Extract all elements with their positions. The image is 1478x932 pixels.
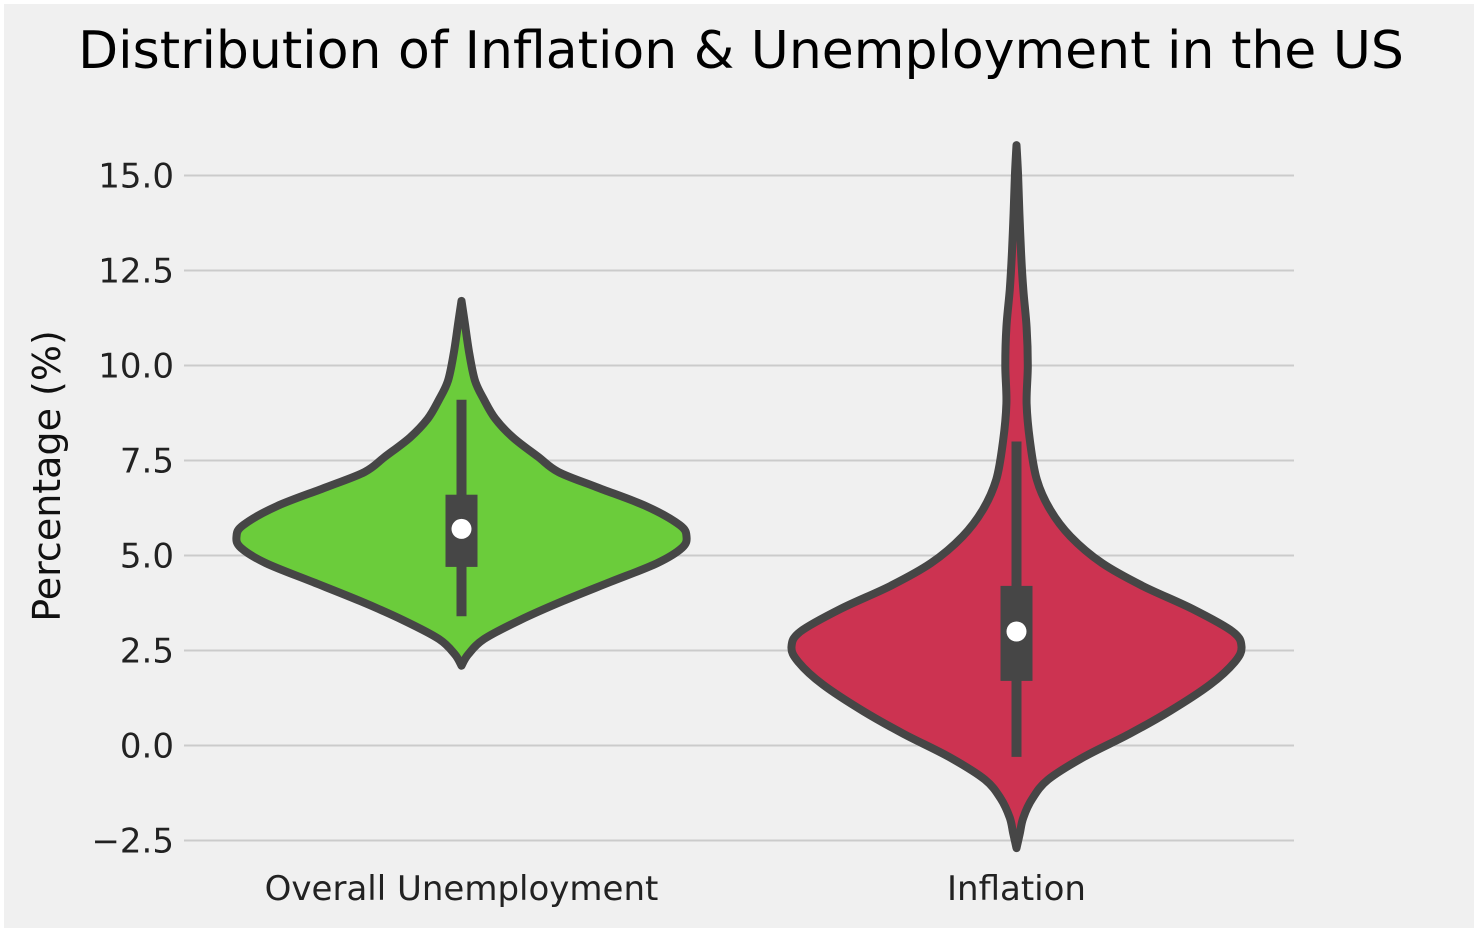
y-tick-label: 7.5 xyxy=(120,442,174,482)
violin-median-dot xyxy=(451,518,472,539)
x-tick-label: Inflation xyxy=(947,869,1086,909)
x-tick-label: Overall Unemployment xyxy=(265,869,659,909)
y-axis-label: Percentage (%) xyxy=(25,330,69,622)
y-tick-label: 10.0 xyxy=(98,347,174,387)
y-tick-label: 2.5 xyxy=(120,632,174,672)
y-tick-label: 0.0 xyxy=(120,727,174,767)
x-tick-labels: Overall Unemployment Inflation xyxy=(265,869,1086,909)
y-tick-label: 15.0 xyxy=(98,157,174,197)
violin-chart: Distribution of Inflation & Unemployment… xyxy=(25,21,1404,909)
y-tick-labels: −2.5 0.0 2.5 5.0 7.5 10.0 12.5 15.0 xyxy=(91,157,174,862)
violins xyxy=(232,141,1246,853)
violin-median-dot xyxy=(1006,621,1027,642)
chart-title: Distribution of Inflation & Unemployment… xyxy=(78,21,1404,81)
y-tick-label: −2.5 xyxy=(91,822,174,862)
y-tick-label: 5.0 xyxy=(120,537,174,577)
y-tick-label: 12.5 xyxy=(98,252,174,292)
chart-figure: Distribution of Inflation & Unemployment… xyxy=(4,4,1474,928)
